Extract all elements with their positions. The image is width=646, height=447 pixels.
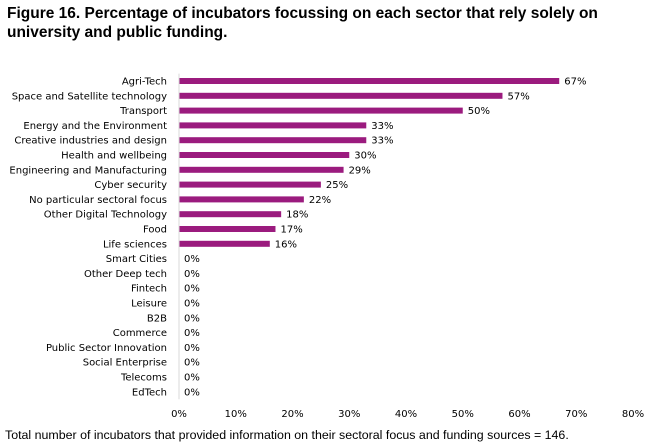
value-label: 0%	[184, 358, 200, 369]
category-label: No particular sectoral focus	[29, 195, 167, 206]
value-label: 0%	[184, 328, 200, 339]
value-label: 33%	[371, 136, 393, 147]
category-label: Leisure	[131, 299, 167, 310]
value-label: 0%	[184, 269, 200, 280]
category-label: Engineering and Manufacturing	[9, 165, 167, 176]
bar	[179, 92, 503, 99]
value-label: 0%	[184, 254, 200, 265]
value-label: 30%	[354, 151, 376, 162]
category-label: Public Sector Innovation	[46, 343, 167, 354]
category-labels: Agri-Tech Space and Satellite technology T…	[9, 77, 167, 399]
figure-title: Figure 16. Percentage of incubators focu…	[7, 5, 598, 41]
value-label: 33%	[371, 121, 393, 132]
category-label: Life sciences	[103, 239, 167, 250]
value-label: 0%	[184, 387, 200, 398]
category-label: Commerce	[113, 328, 167, 339]
bar	[179, 240, 270, 247]
value-label: 29%	[349, 165, 371, 176]
category-label: Telecoms	[120, 373, 167, 384]
value-label: 18%	[286, 210, 308, 221]
bar	[179, 122, 367, 129]
category-label: Creative industries and design	[14, 136, 167, 147]
bar	[179, 181, 321, 188]
value-label: 67%	[564, 77, 586, 88]
category-label: Other Deep tech	[84, 269, 167, 280]
bar	[179, 107, 463, 114]
bar	[179, 152, 350, 158]
category-label: B2B	[147, 313, 167, 324]
bar	[179, 78, 560, 84]
value-label: 25%	[326, 180, 348, 191]
value-label: 0%	[184, 313, 200, 324]
value-label: 50%	[468, 106, 490, 117]
bar	[179, 166, 344, 173]
value-label: 57%	[507, 91, 529, 102]
value-label: 22%	[309, 195, 331, 206]
category-label: Social Enterprise	[83, 358, 167, 369]
category-label: Space and Satellite technology	[12, 91, 167, 102]
x-tick-label: 60%	[508, 409, 530, 420]
value-label: 0%	[184, 284, 200, 295]
bar	[179, 211, 282, 218]
x-tick-label: 40%	[395, 409, 417, 420]
bars-layer	[179, 78, 560, 247]
category-label: Cyber security	[94, 180, 167, 191]
x-tick-label: 20%	[281, 409, 303, 420]
value-label: 0%	[184, 299, 200, 310]
bar	[179, 226, 276, 232]
x-tick-label: 50%	[452, 409, 474, 420]
x-tick-label: 70%	[565, 409, 587, 420]
value-label: 0%	[184, 373, 200, 384]
figure-note: Total number of incubators that provided…	[5, 428, 569, 442]
value-label: 0%	[184, 343, 200, 354]
category-label: Other Digital Technology	[44, 210, 167, 221]
bar	[179, 137, 367, 144]
value-label: 16%	[275, 239, 297, 250]
bar	[179, 196, 304, 203]
category-label: Food	[143, 225, 167, 236]
category-label: Fintech	[131, 284, 167, 295]
value-label: 17%	[280, 225, 302, 236]
x-tick-label: 10%	[225, 409, 247, 420]
value-labels: 67% 57% 50% 33% 33% 30% 29%25% 22%18% 17% 16% 0% 0%…	[184, 77, 586, 399]
x-tick-label: 30%	[338, 409, 360, 420]
x-tick-label: 80%	[622, 409, 644, 420]
category-label: Transport	[119, 106, 167, 117]
category-label: Energy and the Environment	[23, 121, 167, 132]
category-label: Smart Cities	[106, 254, 167, 265]
x-tick-labels: 0% 10% 20% 30% 40% 50% 60% 70% 80%	[171, 409, 644, 420]
category-label: EdTech	[132, 387, 167, 398]
category-label: Health and wellbeing	[61, 151, 167, 162]
category-label: Agri-Tech	[122, 77, 167, 88]
x-tick-label: 0%	[171, 409, 187, 420]
